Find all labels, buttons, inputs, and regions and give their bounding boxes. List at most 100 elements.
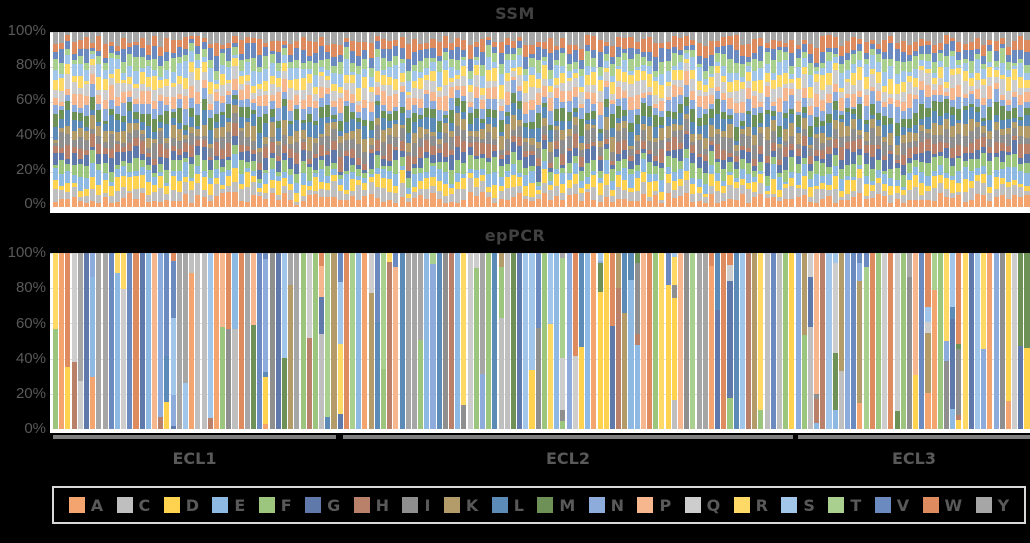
eppcr-bar	[616, 253, 622, 429]
segment-v	[232, 42, 238, 48]
segment-r	[83, 81, 90, 85]
eppcr-bar	[83, 253, 90, 429]
segment-c	[251, 181, 257, 195]
segment-v	[127, 253, 133, 429]
segment-h	[541, 134, 547, 141]
segment-v	[1024, 52, 1030, 65]
ssm-bar	[207, 32, 213, 207]
segment-i	[350, 138, 356, 149]
segment-e	[616, 171, 622, 176]
segment-r	[820, 74, 826, 91]
eppcr-bar	[529, 253, 535, 429]
segment-k	[65, 125, 71, 134]
segment-i	[449, 136, 455, 151]
segment-t	[677, 55, 684, 62]
segment-r	[875, 72, 882, 84]
segment-c	[857, 177, 863, 193]
segment-w	[127, 42, 133, 47]
segment-a	[944, 196, 950, 207]
segment-c	[925, 191, 931, 200]
segment-g	[213, 155, 219, 160]
segment-l	[702, 125, 708, 139]
segment-c	[244, 186, 250, 202]
segment-e	[597, 177, 603, 183]
legend-item-p: P	[637, 496, 671, 515]
group-label-ecl3: ECL3	[892, 449, 936, 468]
segment-i	[281, 134, 288, 145]
segment-t	[405, 70, 411, 82]
segment-y	[523, 32, 529, 46]
segment-a	[993, 197, 999, 207]
segment-g	[1018, 346, 1024, 429]
segment-d	[96, 185, 102, 195]
segment-e	[585, 177, 591, 184]
segment-e	[554, 168, 560, 174]
segment-w	[90, 43, 96, 48]
segment-k	[479, 129, 486, 139]
segment-c	[461, 189, 467, 200]
segment-a	[53, 201, 59, 207]
segment-h	[609, 160, 615, 166]
segment-f	[548, 172, 554, 182]
legend-item-s: S	[781, 496, 815, 515]
segment-w	[145, 44, 151, 56]
segment-f	[535, 182, 541, 186]
segment-w	[83, 36, 90, 50]
segment-d	[560, 183, 566, 193]
segment-v	[863, 52, 869, 59]
segment-q	[300, 89, 306, 100]
segment-h	[659, 149, 665, 163]
segment-g	[510, 141, 516, 153]
segment-w	[622, 38, 628, 49]
segment-c	[616, 187, 622, 199]
segment-c	[585, 188, 591, 193]
segment-r	[251, 85, 257, 93]
segment-c	[170, 190, 176, 202]
segment-y	[659, 32, 665, 44]
legend-swatch	[922, 497, 939, 513]
segment-s	[319, 67, 325, 72]
segment-i	[77, 136, 83, 150]
segment-i	[96, 135, 102, 145]
segment-v	[597, 52, 603, 67]
segment-m	[919, 104, 925, 119]
legend-item-c: C	[116, 496, 150, 515]
segment-n	[715, 91, 721, 100]
segment-a	[449, 202, 455, 207]
segment-w	[201, 37, 207, 43]
segment-a	[869, 198, 875, 207]
segment-k	[962, 123, 968, 136]
segment-y	[696, 253, 702, 429]
segment-w	[523, 45, 529, 58]
segment-g	[783, 157, 789, 171]
segment-l	[529, 129, 535, 138]
segment-n	[826, 103, 832, 115]
segment-n	[535, 104, 541, 114]
segment-t	[919, 54, 925, 61]
segment-c	[832, 189, 838, 204]
segment-a	[906, 199, 912, 207]
segment-n	[801, 97, 807, 107]
segment-d	[455, 182, 461, 190]
segment-r	[1005, 76, 1011, 92]
segment-c	[937, 183, 943, 193]
segment-f	[999, 162, 1005, 170]
segment-w	[647, 37, 653, 52]
segment-w	[108, 42, 114, 46]
segment-s	[591, 66, 597, 73]
legend-label: G	[327, 495, 341, 515]
segment-c	[820, 189, 826, 200]
segment-h	[900, 155, 906, 166]
segment-t	[343, 46, 349, 60]
segment-n	[925, 97, 931, 108]
segment-d	[337, 184, 343, 192]
segment-k	[238, 127, 244, 131]
segment-a	[739, 193, 745, 207]
segment-l	[201, 110, 207, 126]
segment-p	[108, 84, 114, 100]
segment-d	[993, 177, 999, 190]
ssm-bar	[442, 32, 448, 207]
ssm-bar	[133, 32, 139, 207]
segment-e	[158, 171, 164, 177]
segment-p	[59, 101, 65, 106]
